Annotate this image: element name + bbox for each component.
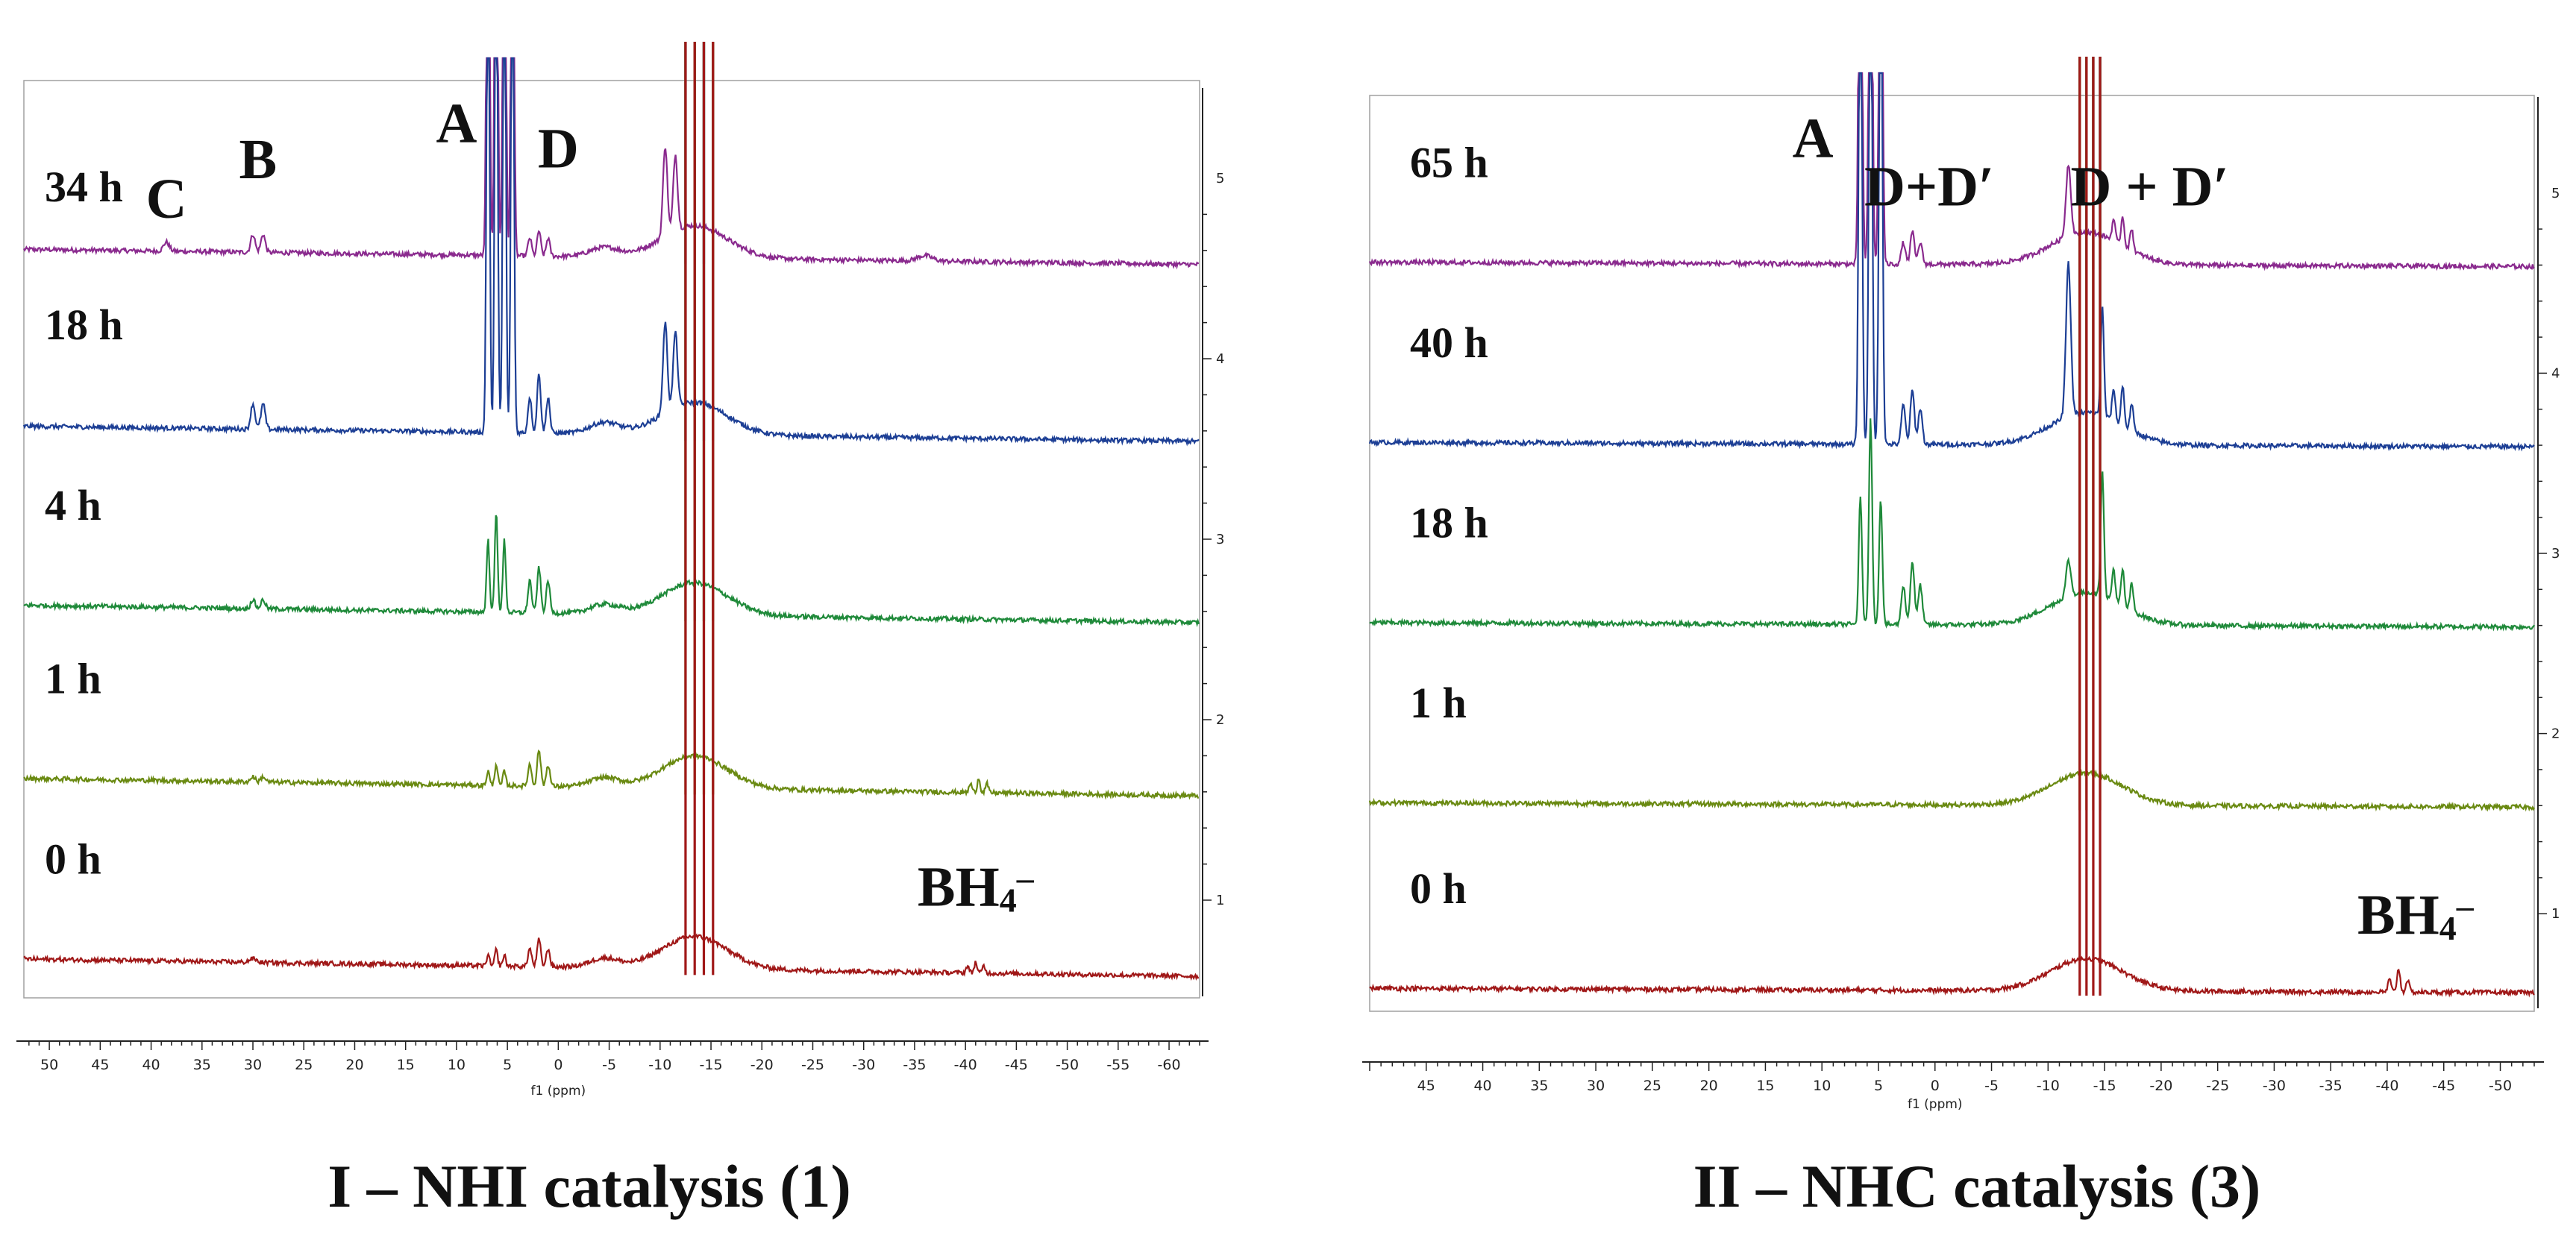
x-tick-label: -55 bbox=[1106, 1057, 1129, 1073]
peak-annotation: D bbox=[538, 117, 579, 180]
x-tick-label: -5 bbox=[602, 1057, 616, 1073]
x-tick-label: -15 bbox=[700, 1057, 723, 1073]
series-label: 0 h bbox=[45, 835, 101, 883]
x-tick-label: 35 bbox=[193, 1057, 211, 1073]
peak-annotation: A bbox=[436, 92, 477, 155]
x-tick-label: 40 bbox=[1473, 1078, 1491, 1094]
x-tick-label: 15 bbox=[1756, 1078, 1774, 1094]
y-tick-label: 4 bbox=[1216, 351, 1224, 367]
series-label: 1 h bbox=[1410, 679, 1467, 727]
series-label: 65 h bbox=[1410, 138, 1488, 186]
spectrum-1-h bbox=[1368, 769, 2535, 812]
series-label: 18 h bbox=[45, 301, 123, 349]
x-tick-label: -10 bbox=[2037, 1078, 2060, 1094]
x-tick-label: 15 bbox=[397, 1057, 415, 1073]
y-tick-label: 1 bbox=[1216, 893, 1224, 908]
x-tick-label: 30 bbox=[1587, 1078, 1605, 1094]
x-tick-label: 35 bbox=[1530, 1078, 1548, 1094]
y-tick-label: 3 bbox=[1216, 532, 1224, 547]
bh4-annotation: BH4– bbox=[2357, 884, 2475, 947]
x-tick-label: -5 bbox=[1984, 1078, 1999, 1094]
x-tick-label: -20 bbox=[2149, 1078, 2172, 1094]
y-tick-label: 4 bbox=[2551, 365, 2560, 381]
peak-annotation: B bbox=[239, 128, 277, 191]
x-tick-label: -40 bbox=[954, 1057, 977, 1073]
spectrum-0-h bbox=[1369, 954, 2535, 998]
spectrum-34-h bbox=[23, 57, 1199, 270]
x-axis-label: f1 (ppm) bbox=[1908, 1097, 1963, 1112]
plot-frame bbox=[23, 80, 1200, 999]
x-tick-label: -15 bbox=[2093, 1078, 2116, 1094]
series-label: 34 h bbox=[45, 163, 123, 211]
x-tick-label: 0 bbox=[1931, 1078, 1940, 1094]
spectrum-40-h bbox=[1368, 72, 2535, 452]
x-tick-label: 10 bbox=[448, 1057, 466, 1073]
panel-title: II – NHC catalysis (3) bbox=[1693, 1152, 2261, 1220]
x-tick-label: 45 bbox=[1417, 1078, 1435, 1094]
x-tick-label: 10 bbox=[1813, 1078, 1831, 1094]
series-label: 0 h bbox=[1410, 864, 1467, 913]
x-tick-label: 25 bbox=[295, 1057, 313, 1073]
x-tick-label: 50 bbox=[40, 1057, 58, 1073]
y-tick-label: 1 bbox=[2551, 906, 2560, 922]
x-tick-label: -25 bbox=[2206, 1078, 2229, 1094]
x-tick-label: 25 bbox=[1643, 1078, 1661, 1094]
y-tick-label: 2 bbox=[2551, 726, 2560, 742]
x-tick-label: -50 bbox=[1056, 1057, 1079, 1073]
y-tick-label: 5 bbox=[1216, 171, 1224, 186]
x-tick-label: -35 bbox=[2319, 1078, 2342, 1094]
x-tick-label: -45 bbox=[1005, 1057, 1028, 1073]
peak-annotation: C bbox=[146, 168, 187, 230]
x-tick-label: 5 bbox=[503, 1057, 512, 1073]
spectrum-18-h bbox=[1369, 418, 2535, 632]
x-tick-label: 20 bbox=[345, 1057, 363, 1073]
x-tick-label: 45 bbox=[91, 1057, 109, 1073]
series-label: 18 h bbox=[1410, 499, 1488, 547]
x-tick-label: -30 bbox=[852, 1057, 875, 1073]
x-tick-label: -45 bbox=[2432, 1078, 2455, 1094]
x-tick-label: -50 bbox=[2489, 1078, 2512, 1094]
x-tick-label: 5 bbox=[1874, 1078, 1883, 1094]
x-tick-label: -20 bbox=[750, 1057, 774, 1073]
peak-annotation: D + D′ bbox=[2070, 156, 2228, 219]
x-axis-label: f1 (ppm) bbox=[531, 1084, 586, 1099]
spectrum-0-h bbox=[23, 933, 1200, 981]
series-label: 4 h bbox=[45, 481, 101, 529]
spectrum-1-h bbox=[23, 749, 1199, 800]
x-tick-label: -60 bbox=[1158, 1057, 1181, 1073]
spectrum-65-h bbox=[1368, 72, 2535, 271]
x-tick-label: 30 bbox=[244, 1057, 262, 1073]
x-tick-label: -10 bbox=[648, 1057, 671, 1073]
spectrum-4-h bbox=[23, 515, 1200, 628]
x-tick-label: 0 bbox=[554, 1057, 562, 1073]
x-tick-label: -40 bbox=[2375, 1078, 2398, 1094]
series-label: 1 h bbox=[45, 654, 101, 703]
y-tick-label: 2 bbox=[1216, 712, 1224, 728]
y-tick-label: 5 bbox=[2551, 186, 2560, 201]
series-label: 40 h bbox=[1410, 318, 1488, 367]
peak-annotation: A bbox=[1793, 107, 1834, 169]
x-tick-label: -30 bbox=[2263, 1078, 2286, 1094]
bh4-annotation: BH4– bbox=[918, 855, 1035, 919]
plot-frame bbox=[1369, 95, 2535, 1012]
x-tick-label: 40 bbox=[142, 1057, 160, 1073]
panel-title: I – NHI catalysis (1) bbox=[328, 1152, 851, 1220]
spectrum-18-h bbox=[22, 57, 1200, 447]
y-tick-label: 3 bbox=[2551, 546, 2560, 562]
x-tick-label: 20 bbox=[1700, 1078, 1718, 1094]
peak-annotation: D+D′ bbox=[1864, 156, 1994, 219]
x-tick-label: -35 bbox=[903, 1057, 926, 1073]
x-tick-label: -25 bbox=[801, 1057, 824, 1073]
